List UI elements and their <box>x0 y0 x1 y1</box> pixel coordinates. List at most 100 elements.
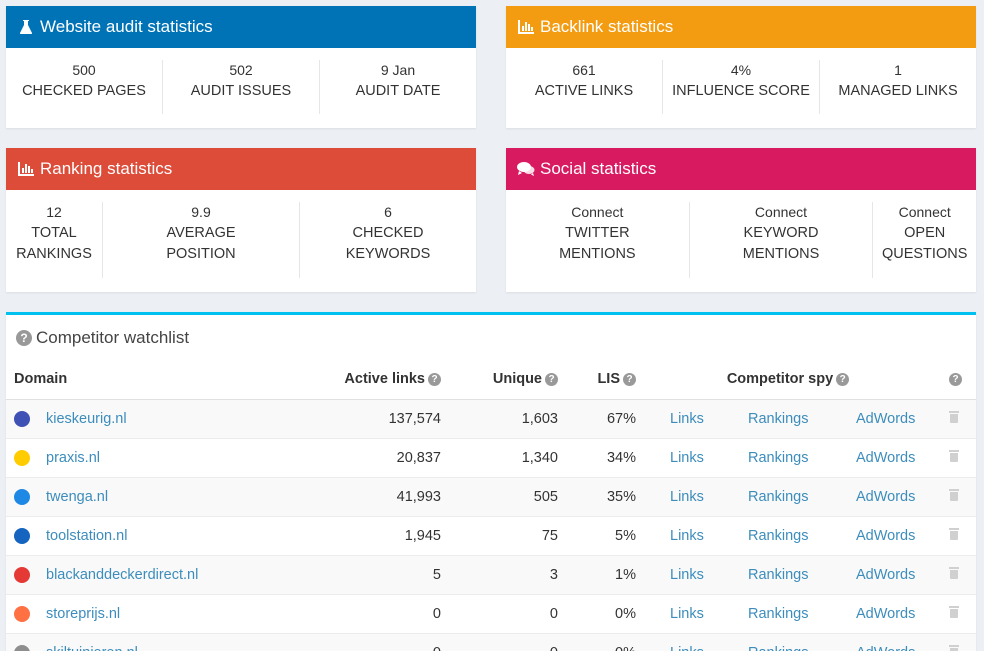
trash-icon[interactable] <box>949 605 959 618</box>
unique-value: 0 <box>449 593 566 633</box>
spy-links-link[interactable]: Links <box>670 449 704 466</box>
spy-rankings-link[interactable]: Rankings <box>748 449 809 466</box>
domain-link[interactable]: storeprijs.nl <box>46 605 121 622</box>
lis-value: 0% <box>566 593 644 633</box>
competitor-watchlist: ? Competitor watchlist Domain Active lin… <box>6 312 976 651</box>
spy-adwords-link[interactable]: AdWords <box>856 488 916 505</box>
favicon-icon <box>14 644 30 651</box>
backlink-card: Backlink statistics 661 ACTIVE LINKS 4% IN… <box>506 6 976 128</box>
adwords-cell: AdWords <box>830 593 932 633</box>
spy-rankings-link[interactable]: Rankings <box>748 410 809 427</box>
links-cell: Links <box>644 437 722 477</box>
domain-cell: skiltuinieren.nl <box>6 632 306 651</box>
active-links-value: 0 <box>306 593 449 633</box>
connect-twitter-link[interactable]: Connect <box>571 204 624 220</box>
domain-link[interactable]: blackanddeckerdirect.nl <box>46 566 199 583</box>
delete-cell <box>932 398 976 438</box>
spy-adwords-link[interactable]: AdWords <box>856 449 916 466</box>
card-title: Website audit statistics <box>40 17 213 36</box>
domain-link[interactable]: toolstation.nl <box>46 527 128 544</box>
spy-adwords-link[interactable]: AdWords <box>856 527 916 544</box>
trash-icon[interactable] <box>949 449 959 462</box>
help-icon[interactable]: ? <box>623 372 636 386</box>
domain-cell: storeprijs.nl <box>6 593 306 633</box>
watchlist-table: Domain Active links? Unique? LIS? Compet… <box>6 360 976 651</box>
col-active-links[interactable]: Active links? <box>306 360 449 400</box>
spy-links-link[interactable]: Links <box>670 488 704 505</box>
table-row: praxis.nl 20,837 1,340 34% Links Ranking… <box>6 437 976 477</box>
help-icon[interactable]: ? <box>545 372 558 386</box>
trash-icon[interactable] <box>949 644 959 651</box>
rankings-cell: Rankings <box>722 437 830 477</box>
spy-links-link[interactable]: Links <box>670 527 704 544</box>
connect-keyword-link[interactable]: Connect <box>754 204 808 220</box>
spy-links-link[interactable]: Links <box>670 566 704 583</box>
domain-link[interactable]: kieskeurig.nl <box>46 410 127 427</box>
col-actions: ? <box>932 360 976 400</box>
connect-questions-link[interactable]: Connect <box>898 204 951 220</box>
favicon-icon <box>14 527 30 544</box>
stat-twitter-mentions: Connect TWITTER MENTIONS <box>506 202 689 278</box>
unique-value: 75 <box>449 515 566 555</box>
domain-link[interactable]: praxis.nl <box>46 449 100 466</box>
rankings-cell: Rankings <box>722 593 830 633</box>
adwords-cell: AdWords <box>830 476 932 516</box>
table-row: kieskeurig.nl 137,574 1,603 67% Links Ra… <box>6 398 976 438</box>
trash-icon[interactable] <box>949 527 959 540</box>
adwords-cell: AdWords <box>830 515 932 555</box>
delete-cell <box>932 437 976 477</box>
stat-active-links: 661 ACTIVE LINKS <box>534 62 634 99</box>
adwords-cell: AdWords <box>830 398 932 438</box>
active-links-value: 20,837 <box>306 437 449 477</box>
spy-rankings-link[interactable]: Rankings <box>748 645 808 651</box>
help-icon[interactable]: ? <box>428 372 441 386</box>
website-audit-card: Website audit statistics 500 CHECKED PAGE… <box>6 6 476 128</box>
active-links-value: 137,574 <box>306 398 449 438</box>
stat-checked-pages: 500 CHECKED PAGES <box>22 62 146 99</box>
stat-total-rankings: 12 TOTAL RANKINGS <box>16 204 92 262</box>
table-row: twenga.nl 41,993 505 35% Links Rankings … <box>6 476 976 516</box>
flask-icon <box>16 17 36 37</box>
active-links-value: 1,945 <box>306 515 449 555</box>
domain-link[interactable]: skiltuinieren.nl <box>46 645 138 651</box>
stat-influence-score: 4% INFLUENCE SCORE <box>662 60 819 114</box>
spy-adwords-link[interactable]: AdWords <box>856 566 916 583</box>
spy-links-link[interactable]: Links <box>670 605 704 622</box>
rankings-cell: Rankings <box>722 398 830 438</box>
rankings-cell: Rankings <box>722 515 830 555</box>
spy-adwords-link[interactable]: AdWords <box>856 605 916 622</box>
col-unique[interactable]: Unique? <box>449 360 566 400</box>
links-cell: Links <box>644 593 722 633</box>
spy-links-link[interactable]: Links <box>670 410 704 427</box>
spy-adwords-link[interactable]: AdWords <box>856 645 915 651</box>
spy-rankings-link[interactable]: Rankings <box>748 605 809 622</box>
table-row: toolstation.nl 1,945 75 5% Links Ranking… <box>6 515 976 555</box>
spy-rankings-link[interactable]: Rankings <box>748 566 809 583</box>
help-icon[interactable]: ? <box>16 329 32 346</box>
spy-links-link[interactable]: Links <box>670 645 704 651</box>
domain-link[interactable]: twenga.nl <box>46 488 109 505</box>
ranking-card: Ranking statistics 12 TOTAL RANKINGS 9.9 A… <box>6 148 476 292</box>
delete-cell <box>932 632 976 651</box>
trash-icon[interactable] <box>949 410 959 423</box>
bar-chart-icon <box>16 159 36 179</box>
active-links-value: 5 <box>306 554 449 594</box>
help-icon[interactable]: ? <box>949 372 962 386</box>
col-lis[interactable]: LIS? <box>566 360 644 400</box>
rankings-cell: Rankings <box>722 632 830 651</box>
watchlist-title: ? Competitor watchlist <box>6 315 976 360</box>
trash-icon[interactable] <box>949 566 959 579</box>
delete-cell <box>932 476 976 516</box>
favicon-icon <box>14 566 30 583</box>
spy-rankings-link[interactable]: Rankings <box>748 527 809 544</box>
social-card: Social statistics Connect TWITTER MENTION… <box>506 148 976 292</box>
favicon-icon <box>14 410 30 427</box>
help-icon[interactable]: ? <box>836 372 850 386</box>
trash-icon[interactable] <box>949 488 959 501</box>
spy-adwords-link[interactable]: AdWords <box>856 410 916 427</box>
spy-rankings-link[interactable]: Rankings <box>748 488 809 505</box>
col-domain[interactable]: Domain <box>6 360 306 400</box>
favicon-icon <box>14 605 30 622</box>
links-cell: Links <box>644 554 722 594</box>
delete-cell <box>932 554 976 594</box>
